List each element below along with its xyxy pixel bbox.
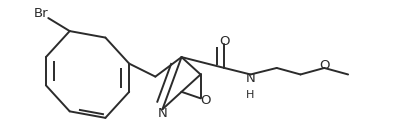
Text: N: N bbox=[246, 72, 255, 85]
Text: O: O bbox=[219, 35, 230, 48]
Text: Br: Br bbox=[34, 7, 48, 20]
Text: H: H bbox=[246, 90, 255, 100]
Text: N: N bbox=[158, 107, 167, 120]
Text: O: O bbox=[319, 59, 329, 72]
Text: O: O bbox=[200, 94, 210, 107]
